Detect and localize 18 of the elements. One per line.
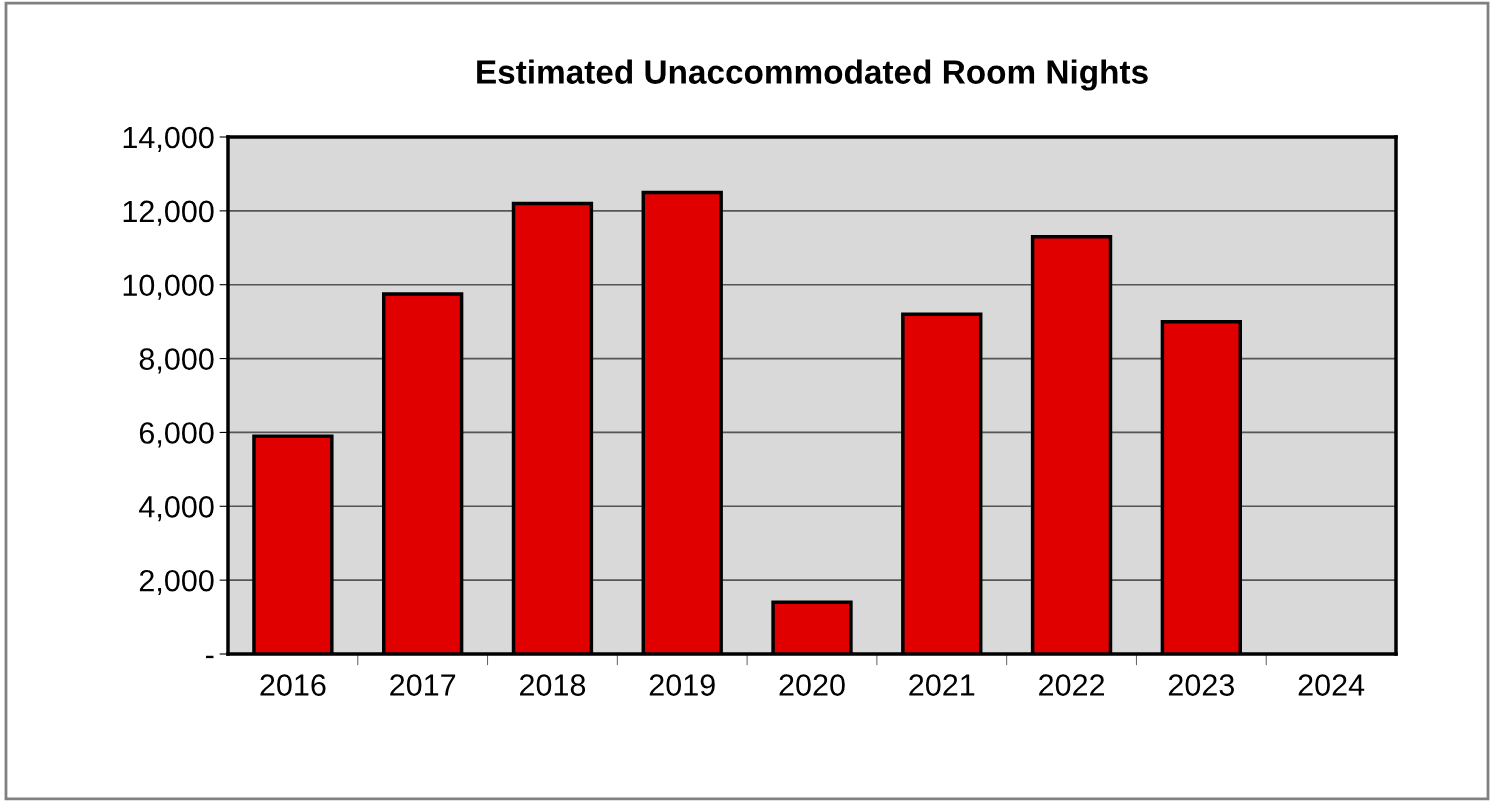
x-tick-label: 2024 — [1298, 674, 1365, 696]
y-tick-label: 12,000 — [123, 200, 214, 226]
x-tick-label: 2018 — [520, 674, 586, 696]
x-tick-label: 2020 — [779, 674, 845, 696]
chart-title: Estimated Unaccommodated Room Nights — [477, 59, 1148, 91]
y-tick-label: 6,000 — [139, 422, 214, 448]
y-tick-label: 2,000 — [139, 569, 214, 596]
y-tick-label: 8,000 — [139, 348, 214, 374]
x-tick-label: 2022 — [1039, 674, 1105, 696]
y-tick-label: 14,000 — [123, 126, 214, 152]
x-tick-label: 2023 — [1168, 674, 1234, 696]
y-tick-label: 10,000 — [123, 274, 214, 300]
x-tick-label: 2019 — [649, 674, 715, 696]
y-tick-label: - — [205, 655, 214, 659]
x-tick-label: 2016 — [260, 674, 326, 696]
x-tick-label: 2021 — [909, 674, 975, 696]
x-tick-label: 2017 — [390, 674, 456, 696]
y-tick-label: 4,000 — [139, 496, 214, 522]
